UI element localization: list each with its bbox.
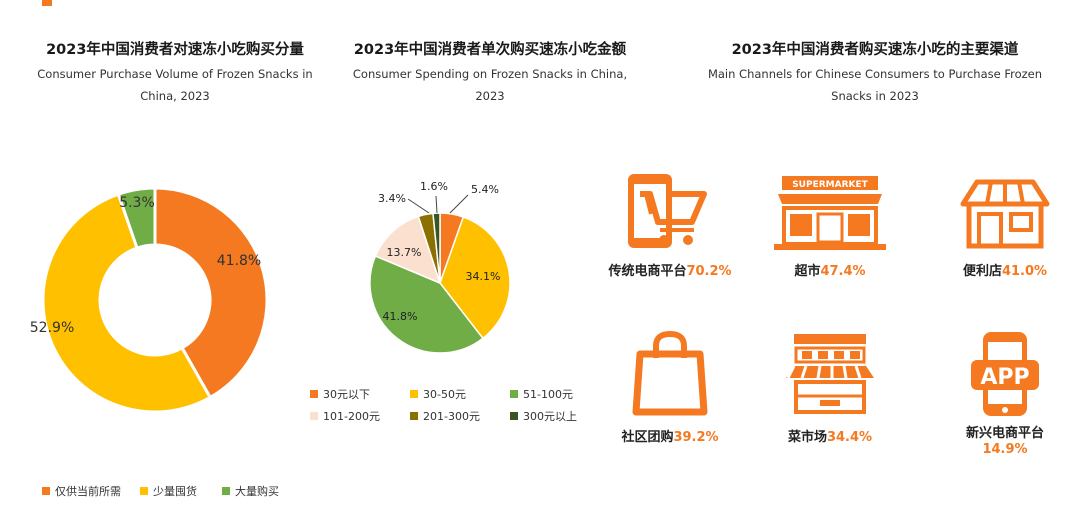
legend-swatch <box>410 390 418 398</box>
channel-value: 41.0% <box>1001 264 1048 279</box>
legend-item: 201-300元 <box>410 408 480 424</box>
channel-value: 14.9% <box>982 442 1028 457</box>
legend-swatch <box>510 390 518 398</box>
volume-donut-chart: 41.8% 52.9% 5.3% <box>30 186 269 414</box>
legend-swatch <box>42 487 50 495</box>
legend-label: 30元以下 <box>323 388 370 401</box>
pie-slice-5 <box>432 212 441 284</box>
channel-label: 新兴电商平台 14.9% <box>940 426 1070 458</box>
app-phone-icon: APP <box>971 332 1039 416</box>
pie-data-label: 41.8% <box>383 310 418 323</box>
channel-value: 47.4% <box>820 264 866 279</box>
legend-item: 300元以上 <box>510 408 577 424</box>
legend-swatch <box>310 390 318 398</box>
legend-label: 51-100元 <box>523 388 573 401</box>
legend-label: 300元以上 <box>523 410 577 423</box>
volume-title-block: 2023年中国消费者对速冻小吃购买分量 Consumer Purchase Vo… <box>20 38 330 107</box>
channel-name: 社区团购 <box>621 430 674 445</box>
legend-label: 201-300元 <box>423 410 480 423</box>
accent-bar <box>42 0 52 6</box>
pie-data-label: 13.7% <box>387 246 422 259</box>
spending-title-en: Consumer Spending on Frozen Snacks in Ch… <box>352 67 628 103</box>
pie-slice-1 <box>439 216 511 340</box>
channel-wet-market: 菜市场34.4% <box>760 330 900 445</box>
donut-data-label: 52.9% <box>30 320 74 336</box>
pie-data-label: 34.1% <box>466 270 501 283</box>
pie-slice-3 <box>374 215 442 285</box>
legend-label: 30-50元 <box>423 388 466 401</box>
channel-name: 菜市场 <box>787 430 827 445</box>
supermarket-icon: SUPERMARKET <box>774 176 886 250</box>
channel-name: 新兴电商平台 <box>965 426 1044 441</box>
legend-item: 少量囤货 <box>140 483 197 499</box>
pie-leader-line <box>407 198 430 214</box>
spending-pie-chart: 5.4% 34.1% 41.8% 13.7% 3.4% 1.6% <box>369 180 511 354</box>
legend-swatch <box>310 412 318 420</box>
legend-label: 仅供当前所需 <box>55 485 121 498</box>
channel-value: 70.2% <box>686 264 732 279</box>
legend-swatch <box>140 487 148 495</box>
market-stall-icon <box>786 334 874 414</box>
channel-label: 超市47.4% <box>760 260 900 279</box>
legend-item: 30-50元 <box>410 386 466 402</box>
pie-leader-line <box>449 194 469 214</box>
channel-supermarket: SUPERMARKET 超市47.4% <box>760 170 900 279</box>
legend-label: 少量囤货 <box>153 485 197 498</box>
channel-name: 便利店 <box>962 264 1002 279</box>
pie-slice-2 <box>369 255 484 354</box>
legend-item: 30元以下 <box>310 386 370 402</box>
supermarket-sign-text: SUPERMARKET <box>792 180 868 190</box>
legend-label: 101-200元 <box>323 410 380 423</box>
donut-slice-1 <box>41 192 213 414</box>
spending-title-block: 2023年中国消费者单次购买速冻小吃金额 Consumer Spending o… <box>340 38 640 107</box>
channel-emerging-ecommerce: APP 新兴电商平台 14.9% <box>940 330 1070 458</box>
pie-data-label: 3.4% <box>378 192 406 205</box>
legend-swatch <box>222 487 230 495</box>
channel-name: 传统电商平台 <box>608 264 687 279</box>
channel-label: 传统电商平台70.2% <box>590 260 750 279</box>
volume-title-en: Consumer Purchase Volume of Frozen Snack… <box>37 67 313 103</box>
channels-title-cn: 2023年中国消费者购买速冻小吃的主要渠道 <box>731 42 1019 58</box>
channel-convenience-store: 便利店41.0% <box>940 170 1070 279</box>
pie-leader-line <box>435 195 438 214</box>
phone-cart-icon <box>628 174 707 248</box>
channel-label: 社区团购39.2% <box>590 426 750 445</box>
channel-name: 超市 <box>794 264 821 279</box>
pie-data-label: 1.6% <box>420 180 448 193</box>
donut-slice-2 <box>116 186 157 250</box>
spending-title-cn: 2023年中国消费者单次购买速冻小吃金额 <box>353 42 627 58</box>
channels-title-en: Main Channels for Chinese Consumers to P… <box>707 67 1043 103</box>
donut-data-label: 5.3% <box>119 195 155 211</box>
channel-community-group-buying: 社区团购39.2% <box>590 330 750 445</box>
channel-label: 菜市场34.4% <box>760 426 900 445</box>
legend-item: 51-100元 <box>510 386 573 402</box>
pie-data-label: 5.4% <box>471 183 499 196</box>
legend-item: 大量购买 <box>222 483 279 499</box>
legend-swatch <box>510 412 518 420</box>
legend-item: 仅供当前所需 <box>42 483 121 499</box>
legend-swatch <box>410 412 418 420</box>
convenience-store-icon <box>960 179 1050 249</box>
donut-slice-0 <box>153 186 269 400</box>
donut-data-label: 41.8% <box>217 253 261 269</box>
legend-label: 大量购买 <box>235 485 279 498</box>
shopping-bag-icon <box>632 330 708 416</box>
channel-value: 39.2% <box>673 430 719 445</box>
channel-label: 便利店41.0% <box>940 260 1070 279</box>
legend-item: 101-200元 <box>310 408 380 424</box>
volume-title-cn: 2023年中国消费者对速冻小吃购买分量 <box>46 42 304 58</box>
channel-value: 34.4% <box>826 430 873 445</box>
app-icon-text: APP <box>980 365 1029 390</box>
channel-traditional-ecommerce: 传统电商平台70.2% <box>590 170 750 279</box>
channels-title-block: 2023年中国消费者购买速冻小吃的主要渠道 Main Channels for … <box>690 38 1060 107</box>
